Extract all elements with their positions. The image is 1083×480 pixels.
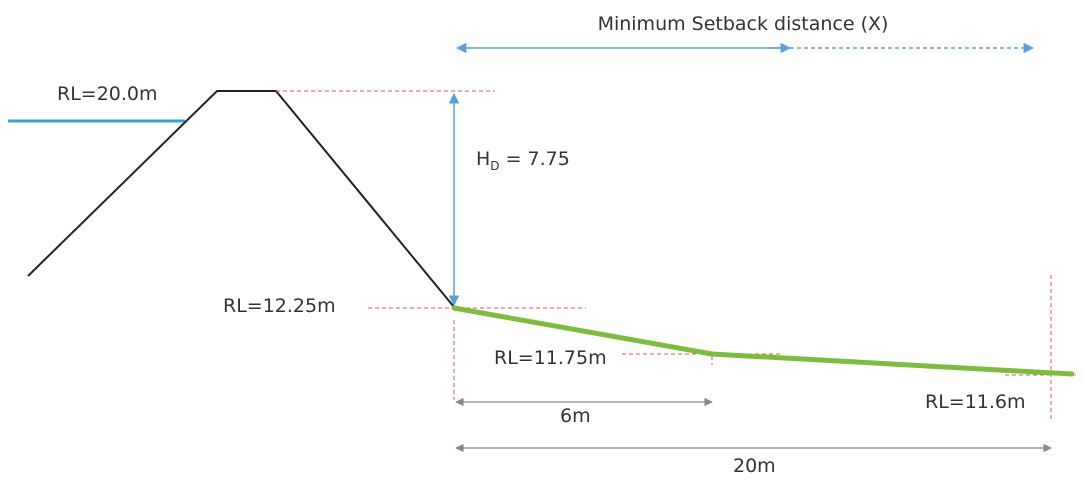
mid-rl-label: RL=11.75m xyxy=(494,347,607,369)
hd-label-value: = 7.75 xyxy=(500,148,570,170)
setback-title: Minimum Setback distance (X) xyxy=(598,13,889,35)
distance-6m-label: 6m xyxy=(560,405,591,427)
hd-label-main: H xyxy=(476,148,490,170)
hd-label: HD = 7.75 xyxy=(476,148,570,173)
end-rl-label: RL=11.6m xyxy=(925,391,1026,413)
hd-label-subscript: D xyxy=(490,159,499,173)
embankment-profile xyxy=(27,90,455,308)
toe-rl-label: RL=12.25m xyxy=(223,295,336,317)
crest-rl-label: RL=20.0m xyxy=(57,83,158,105)
distance-20m-label: 20m xyxy=(733,455,776,477)
ground-surface xyxy=(451,305,1075,377)
